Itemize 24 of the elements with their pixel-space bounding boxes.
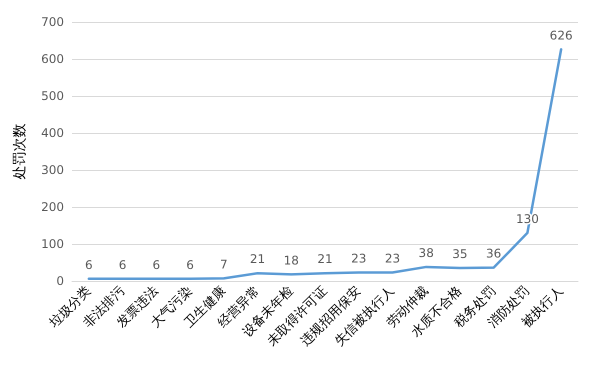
data-label: 21 (317, 252, 333, 266)
data-label: 7 (220, 257, 228, 272)
data-label: 21 (250, 252, 266, 266)
line-series (88, 48, 562, 280)
data-label: 6 (186, 258, 194, 272)
y-tick-label: 300 (41, 163, 64, 177)
data-label: 6 (152, 258, 160, 272)
y-tick-label: 400 (41, 126, 64, 140)
y-tick-label: 500 (41, 89, 64, 103)
data-label: 23 (351, 251, 366, 266)
y-axis-title: 处罚次数 (12, 124, 28, 180)
data-label: 36 (486, 246, 502, 261)
y-tick-label: 600 (41, 52, 64, 66)
data-label: 35 (452, 247, 468, 262)
y-tick-label: 700 (41, 15, 64, 29)
y-tick-label: 100 (41, 237, 64, 251)
data-label: 6 (85, 258, 93, 272)
data-label: 6 (118, 258, 126, 272)
data-label: 18 (284, 253, 299, 268)
data-label: 38 (418, 246, 434, 260)
y-tick-label: 200 (41, 200, 64, 214)
y-tick-label: 0 (56, 274, 64, 288)
data-label: 626 (550, 28, 573, 42)
data-label: 23 (384, 251, 400, 266)
